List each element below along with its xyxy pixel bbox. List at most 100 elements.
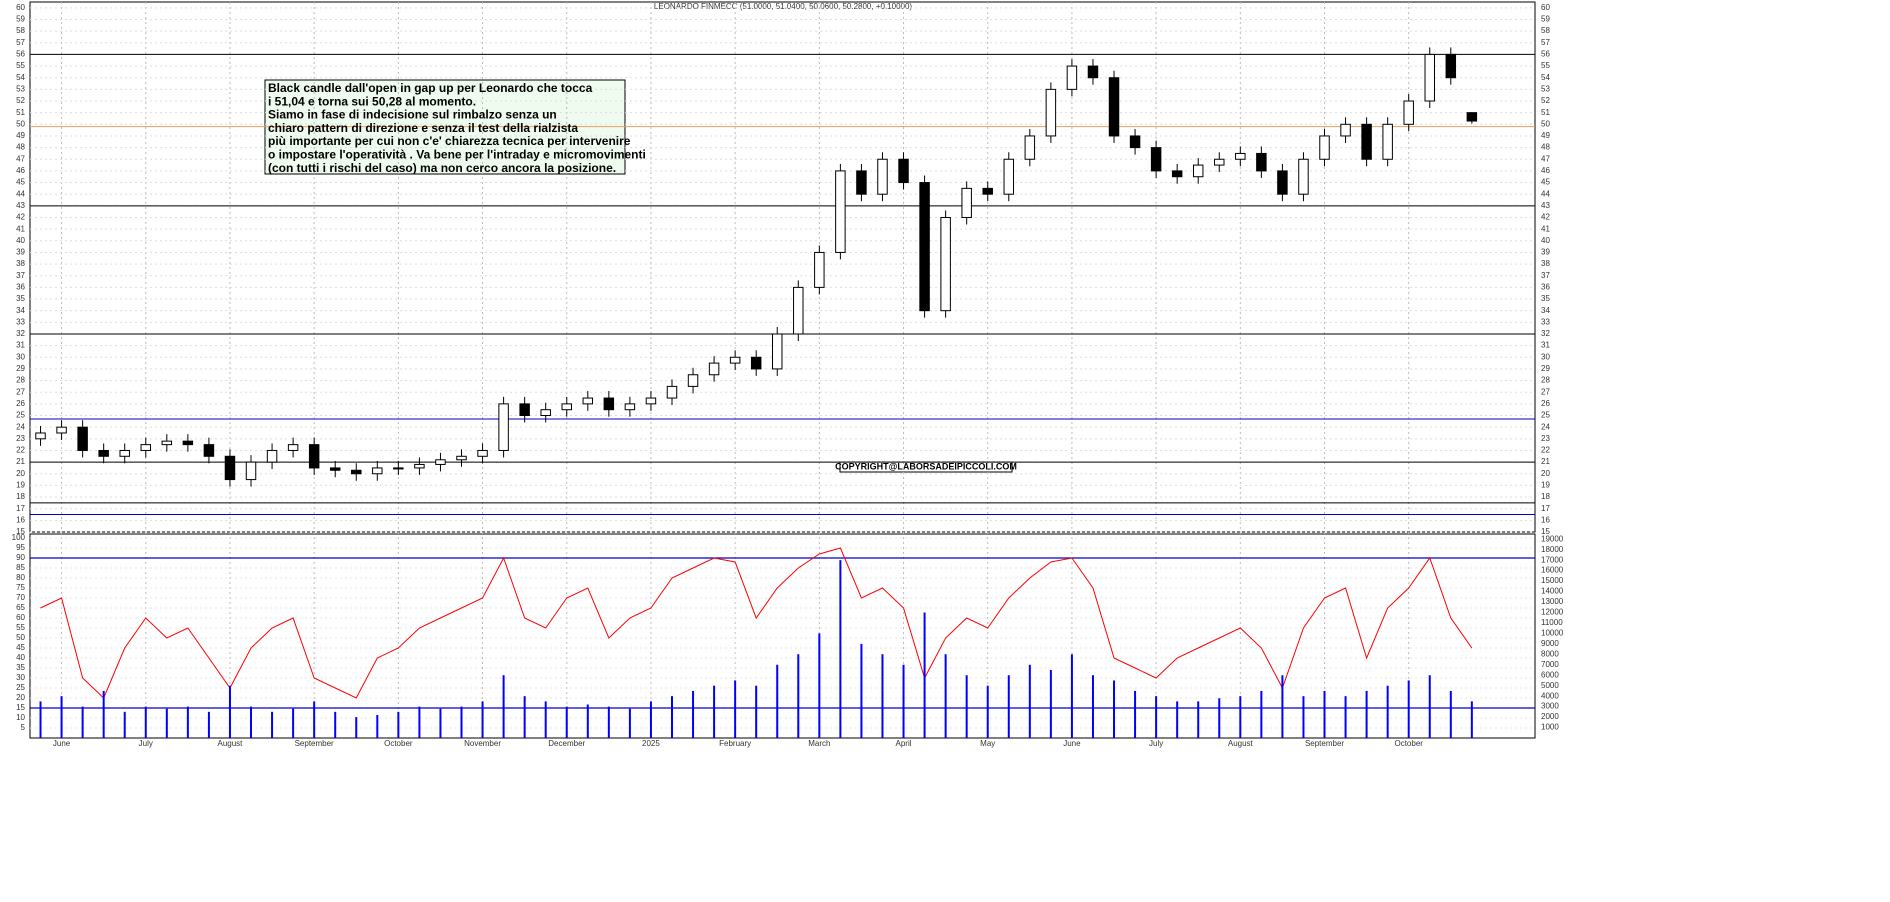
y-tick-label: 55 [16,623,25,632]
y-tick-label: 38 [1541,259,1550,268]
y-tick-label: 53 [1541,84,1550,93]
y-tick-label: 57 [16,38,25,47]
candle-body [266,449,278,463]
candle-body [1003,158,1015,195]
candle-body [245,461,257,481]
y-tick-label: 21 [16,457,25,466]
y-tick-label: 24 [16,422,25,431]
candle-body [203,444,215,457]
x-tick-label: October [1394,739,1423,748]
x-tick-label: 2025 [642,739,660,748]
y2-tick-label: 18000 [1541,545,1564,554]
y2-tick-label: 14000 [1541,587,1564,596]
candle-body [919,182,930,312]
x-tick-label: August [1228,739,1254,748]
x-tick-label: March [808,739,830,748]
y-tick-label: 80 [16,573,25,582]
y-tick-label: 29 [1541,364,1550,373]
x-tick-label: April [896,739,912,748]
y-tick-label: 19 [1541,481,1550,490]
y2-tick-label: 4000 [1541,691,1559,700]
candle-body [161,440,173,446]
y2-tick-label: 17000 [1541,555,1564,564]
x-tick-label: June [1063,739,1081,748]
candle-body [35,432,46,440]
candle-body [750,356,762,370]
y2-tick-label: 16000 [1541,566,1564,575]
candle-body [1319,135,1330,160]
y2-tick-label: 1000 [1541,723,1559,732]
x-tick-label: September [1305,739,1344,748]
y-tick-label: 52 [16,96,25,105]
y-tick-label: 23 [1541,434,1550,443]
y-tick-label: 25 [16,411,25,420]
y2-tick-label: 19000 [1541,534,1564,543]
candle-body [308,444,320,469]
y2-tick-label: 13000 [1541,597,1564,606]
y-tick-label: 59 [1541,15,1550,24]
y-tick-label: 28 [1541,376,1550,385]
y-tick-label: 58 [16,26,25,35]
y2-tick-label: 15000 [1541,576,1564,585]
candle-body [898,158,909,184]
candle-body [98,449,109,457]
y-tick-label: 17 [1541,504,1550,513]
y-tick-label: 37 [16,271,25,280]
y-tick-label: 35 [16,294,25,303]
candle-body [624,403,636,411]
y2-tick-label: 7000 [1541,660,1559,669]
candle-body [1403,100,1414,125]
candle-body [540,409,551,417]
y-tick-label: 26 [16,399,25,408]
y-tick-label: 54 [16,73,25,82]
y-tick-label: 35 [16,663,25,672]
candle-body [1424,53,1435,102]
y-tick-label: 17 [16,504,25,513]
candle-body [1129,135,1141,149]
y2-tick-label: 10000 [1541,628,1564,637]
y2-tick-label: 9000 [1541,639,1559,648]
y-tick-label: 90 [16,553,25,562]
y-tick-label: 52 [1541,96,1550,105]
y-tick-label: 45 [16,178,25,187]
x-tick-label: November [464,739,501,748]
candle-body [140,444,152,451]
candle-body [666,385,678,399]
y-tick-label: 21 [1541,457,1550,466]
annotation-line: chiaro pattern di direzione e senza il t… [268,121,578,135]
copyright: COPYRIGHT@LABORSADEIPICCOLI.COM [835,461,1017,471]
y2-tick-label: 11000 [1541,618,1563,627]
y-tick-label: 40 [1541,236,1550,245]
y-tick-label: 43 [1541,201,1550,210]
y-tick-label: 34 [1541,306,1550,315]
y-tick-label: 24 [1541,422,1550,431]
candle-body [414,463,425,469]
y-tick-label: 59 [16,15,25,24]
chart-title: LEONARDO FINMECC (51.0000, 51.0400, 50.0… [654,2,912,11]
x-tick-label: July [139,739,153,748]
y-tick-label: 48 [16,143,25,152]
y-tick-label: 35 [1541,294,1550,303]
candle-body [1340,123,1351,137]
annotation-line: più importante per cui non c'e' chiarezz… [268,134,631,148]
y-tick-label: 22 [16,446,25,455]
candle-body [519,403,530,417]
candle-body [456,455,467,461]
y-tick-label: 18 [1541,492,1550,501]
candle-body [56,426,67,434]
y-tick-label: 30 [16,352,25,361]
candle-body [793,286,804,335]
y-tick-label: 85 [16,563,25,572]
y-tick-label: 47 [1541,154,1550,163]
candle-body [1214,158,1225,166]
y-tick-label: 40 [16,236,25,245]
y-tick-label: 51 [16,108,25,117]
y-tick-label: 60 [1541,3,1550,12]
x-tick-label: August [218,739,244,748]
candle-body [1024,135,1036,160]
candle-body [1298,158,1309,195]
y-tick-label: 43 [16,201,25,210]
candle-body [940,216,951,312]
candle-body [372,467,383,475]
